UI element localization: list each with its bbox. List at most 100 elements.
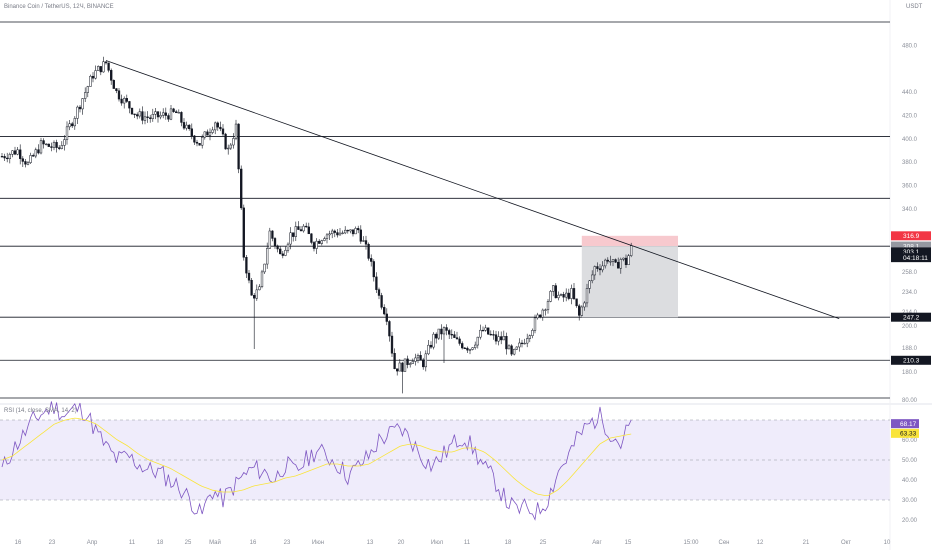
time-axis-tick: Июл [431,540,444,546]
candle-body [617,261,620,269]
candle-body [458,338,461,344]
candle-body [281,253,284,256]
candle-body [37,149,40,154]
candle-body [60,145,63,149]
candle-body [3,156,6,159]
candle-body [338,232,342,236]
candle-body [510,345,513,355]
candle-body [601,265,604,271]
candle-body [193,135,196,143]
candle-body [520,342,524,345]
candle-body [63,139,66,146]
candle-body [333,230,336,233]
candle-body [359,229,362,242]
candle-body [536,314,539,319]
candle-body [234,123,238,139]
candle-body [372,261,375,278]
candle-body [32,155,35,157]
time-axis-tick: Окт [841,540,851,546]
candle-body [162,112,165,116]
candle-body [557,294,560,299]
candle-body [585,288,589,304]
candle-body [513,348,516,355]
candle-body [112,80,115,89]
candle-body [125,98,128,102]
candle-body [518,342,521,348]
candle-body [624,257,628,266]
candle-body [442,327,446,335]
candle-body [596,266,599,269]
candle-body [245,257,248,274]
candle-body [203,131,206,138]
candle-body [502,336,505,341]
candle-body [419,355,422,361]
price-tag-label: 316.9 [903,233,920,240]
candle-body [167,115,170,120]
candle-body [390,335,394,354]
candle-body [247,272,251,281]
candle-body [539,314,542,318]
price-tag-label: 247.2 [903,314,920,321]
candle-body [97,66,100,71]
candle-body [559,294,563,296]
candle-body [526,338,529,344]
time-axis-tick: 11 [129,540,136,546]
price-axis-tick: 188.0 [902,346,918,352]
candle-body [227,147,230,150]
currency-unit: USDT [906,4,923,10]
candle-body [180,112,183,123]
candle-body [370,258,373,262]
candle-body [120,98,123,104]
candle-body [453,334,456,338]
candle-body [211,129,214,133]
candle-body [468,349,472,351]
candle-body [78,106,82,110]
candle-body [544,309,547,311]
stop-loss-zone [581,235,678,247]
candle-body [562,294,565,298]
candle-body [487,327,490,335]
candle-body [273,238,277,247]
candle-body [312,242,316,249]
candle-body [221,128,225,135]
rsi-axis-tick: 50.00 [902,458,918,464]
candle-body [242,207,245,258]
candle-body [42,140,45,145]
candle-body [253,295,256,299]
candle-body [320,240,323,244]
candle-body [151,114,154,119]
time-axis-tick: 12 [757,540,764,546]
candle-body [224,133,227,150]
candle-body [497,336,500,342]
candle-body [310,233,313,243]
candle-body [580,306,583,316]
time-axis-tick: Май [209,539,221,546]
candle-body [385,313,388,322]
candle-body [609,261,612,263]
candle-body [336,232,339,236]
candle-body [19,149,22,159]
time-axis-tick: 10 [884,540,891,546]
candle-body [505,336,508,350]
price-axis-tick: 340.0 [902,207,918,213]
time-axis-tick: Сен [719,540,730,546]
candle-body [206,131,209,136]
candle-body [549,291,552,302]
price-tag-bg [891,247,931,257]
time-axis-tick: 15:00 [683,540,699,546]
candle-body [81,98,84,110]
candle-body [260,271,264,287]
candle-body [533,317,537,331]
candle-body [286,243,290,251]
time-axis-tick: 20 [398,540,405,546]
candle-body [182,122,186,129]
candle-body [435,333,438,339]
candle-body [250,279,253,296]
candle-body [357,228,360,231]
candle-body [489,333,492,336]
candle-body [279,248,282,255]
candle-body [268,230,271,249]
candle-body [403,358,407,372]
candle-body [24,161,27,165]
